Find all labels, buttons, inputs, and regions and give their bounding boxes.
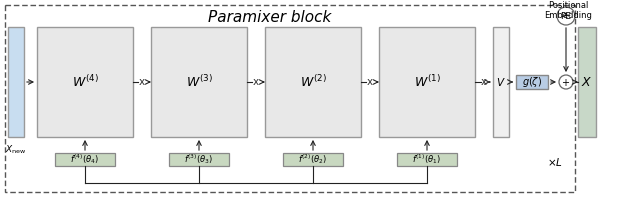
Text: $X$: $X$	[581, 75, 593, 88]
Bar	[283, 153, 343, 166]
Text: $W^{(1)}$: $W^{(1)}$	[413, 74, 440, 90]
Bar	[493, 27, 509, 137]
Bar	[151, 27, 247, 137]
Text: PE: PE	[561, 11, 572, 20]
Bar	[5, 5, 575, 192]
Circle shape	[559, 75, 573, 89]
Text: x: x	[253, 77, 259, 87]
Text: Paramixer block: Paramixer block	[208, 9, 332, 24]
Bar	[169, 153, 229, 166]
Text: $V$: $V$	[496, 76, 506, 88]
Bar	[578, 27, 596, 137]
Text: $W^{(4)}$: $W^{(4)}$	[72, 74, 99, 90]
Text: x: x	[139, 77, 145, 87]
Text: $f^{(1)}(\theta_1)$: $f^{(1)}(\theta_1)$	[412, 152, 442, 166]
Text: $f^{(3)}(\theta_3)$: $f^{(3)}(\theta_3)$	[184, 152, 214, 166]
Text: $g(\zeta)$: $g(\zeta)$	[522, 75, 542, 89]
Bar	[379, 27, 475, 137]
Text: $+$: $+$	[561, 76, 570, 87]
Bar	[397, 153, 457, 166]
Text: $\times L$: $\times L$	[547, 155, 563, 167]
Bar	[55, 153, 115, 166]
Bar	[37, 27, 133, 137]
Bar	[8, 27, 24, 137]
Bar	[516, 75, 548, 89]
Text: $f^{(2)}(\theta_2)$: $f^{(2)}(\theta_2)$	[298, 152, 328, 166]
Text: Positional
Embedding: Positional Embedding	[544, 1, 592, 20]
Bar	[265, 27, 361, 137]
Text: $f^{(4)}(\theta_4)$: $f^{(4)}(\theta_4)$	[70, 152, 100, 166]
Text: x: x	[481, 77, 487, 87]
Circle shape	[557, 7, 575, 25]
Text: $W^{(2)}$: $W^{(2)}$	[300, 74, 326, 90]
Text: x: x	[367, 77, 373, 87]
Text: $X_{\mathrm{new}}$: $X_{\mathrm{new}}$	[5, 143, 27, 155]
Text: $W^{(3)}$: $W^{(3)}$	[186, 74, 212, 90]
